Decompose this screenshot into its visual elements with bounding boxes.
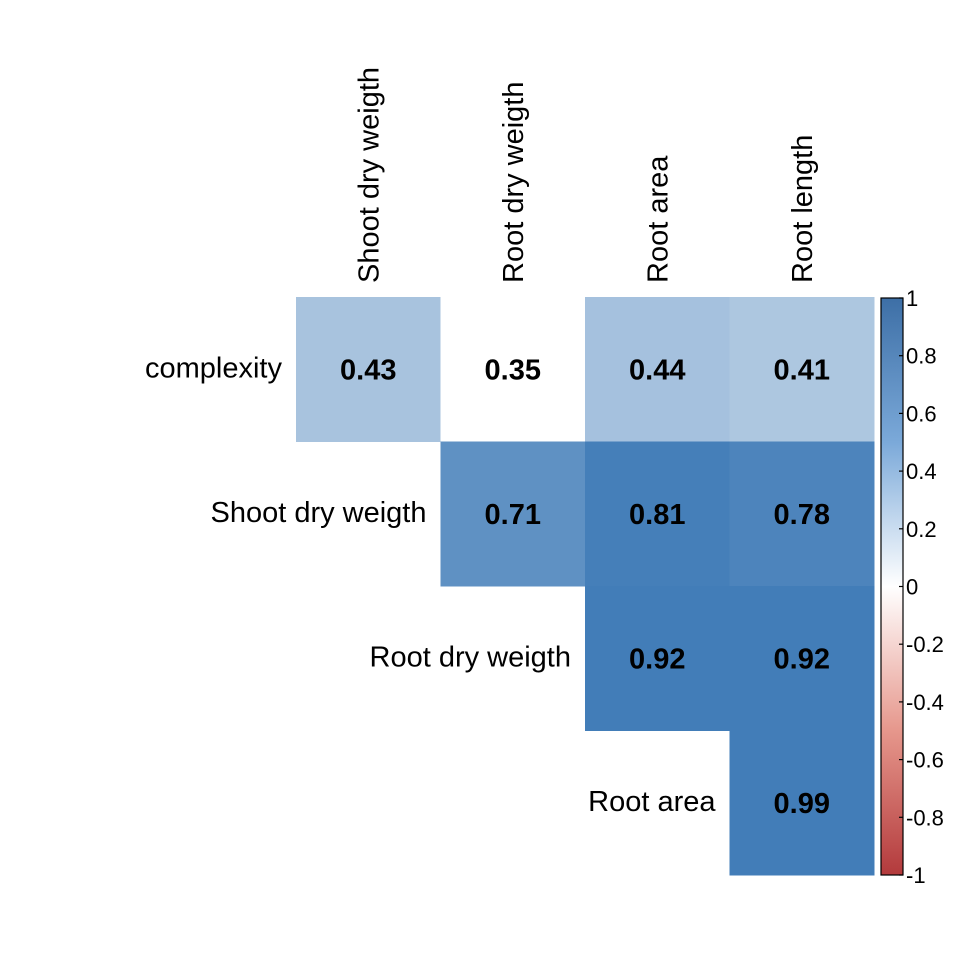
- heatmap-cell: [729, 441, 875, 587]
- heatmap-cell: [729, 586, 875, 731]
- heatmap-cell: [585, 297, 730, 442]
- cell-value-label: 0.71: [485, 499, 541, 531]
- cell-value-label: 0.99: [774, 788, 830, 820]
- cell-value-label: 0.35: [485, 354, 541, 386]
- column-labels: Shoot dry weigth Root dry weigth Root area…: [353, 67, 819, 283]
- colorbar-tick-label: 0.6: [906, 401, 937, 426]
- heatmap-cell: [585, 586, 730, 731]
- colorbar-tick-label: -0.8: [906, 805, 944, 830]
- heatmap-cell: [729, 730, 875, 876]
- cell-value-label: 0.43: [340, 354, 396, 386]
- column-label: Shoot dry weigth: [353, 67, 385, 283]
- cell-value-label: 0.81: [629, 499, 685, 531]
- heatmap-cell: [729, 297, 875, 442]
- row-label: complexity: [145, 352, 282, 384]
- cell-value-label: 0.92: [774, 643, 830, 675]
- column-label: Root length: [787, 135, 819, 283]
- colorbar-tick-label: 0.8: [906, 344, 937, 369]
- colorbar-tick-label: 0.2: [906, 517, 937, 542]
- cell-value-label: 0.92: [629, 643, 685, 675]
- heatmap-cell: [296, 297, 441, 442]
- cell-value-label: 0.41: [774, 354, 830, 386]
- cell-value-label: 0.78: [774, 499, 830, 531]
- heatmap-cells: [296, 297, 875, 876]
- colorbar-tick-label: -0.2: [906, 632, 944, 657]
- column-label: Root area: [642, 155, 674, 283]
- column-label: Root dry weigth: [498, 82, 530, 284]
- heatmap-cell: [440, 297, 586, 442]
- colorbar-ticks: 1 0.8 0.6 0.4 0.2 0 -0.2 -0.4 -0.6 -0.8 -1: [899, 286, 944, 888]
- colorbar-tick-label: 0: [906, 575, 918, 600]
- heatmap-cell: [585, 441, 730, 587]
- heatmap-cell: [440, 441, 586, 587]
- colorbar-tick-label: 0.4: [906, 459, 937, 484]
- colorbar-tick-label: -0.4: [906, 690, 944, 715]
- row-label: Shoot dry weigth: [210, 497, 426, 529]
- row-label: Root dry weigth: [370, 641, 572, 673]
- colorbar-tick-label: 1: [906, 286, 918, 311]
- row-labels: complexity Shoot dry weigth Root dry weigt…: [145, 352, 716, 818]
- colorbar-gradient: [881, 298, 903, 875]
- colorbar-tick-label: -0.6: [906, 748, 944, 773]
- heatmap-value-labels: 0.43 0.35 0.44 0.41 0.71 0.81 0.78 0.92 0.92 0.99: [340, 354, 830, 820]
- row-label: Root area: [588, 786, 716, 818]
- cell-value-label: 0.44: [629, 354, 685, 386]
- colorbar-tick-label: -1: [906, 863, 926, 888]
